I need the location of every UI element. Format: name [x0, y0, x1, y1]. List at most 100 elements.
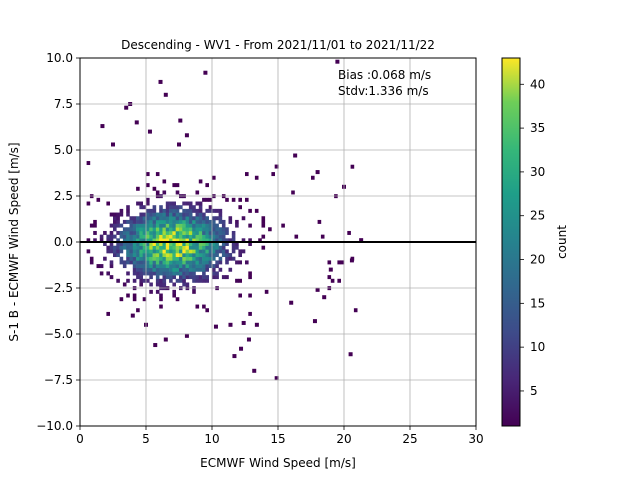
heatmap-bin — [261, 216, 266, 221]
heatmap-bin — [93, 230, 97, 235]
heatmap-bin — [116, 278, 120, 283]
heatmap-bin — [192, 216, 196, 221]
outlier-point — [328, 267, 333, 272]
heatmap-bin — [188, 216, 193, 221]
heatmap-bin — [175, 208, 180, 213]
heatmap-bin — [119, 245, 124, 250]
heatmap-bin — [165, 234, 170, 239]
heatmap-bin — [129, 245, 134, 250]
heatmap-bin — [212, 238, 216, 243]
heatmap-bin — [185, 267, 190, 272]
heatmap-bin — [172, 245, 176, 250]
x-tick-label: 15 — [270, 432, 285, 446]
heatmap-bin — [162, 219, 167, 224]
heatmap-bin — [149, 256, 153, 261]
heatmap-bin — [146, 230, 150, 235]
heatmap-bin — [169, 253, 173, 258]
heatmap-bin — [205, 260, 209, 265]
heatmap-bin — [185, 275, 190, 280]
heatmap-bin — [202, 230, 206, 235]
heatmap-bin — [248, 208, 252, 213]
heatmap-bin — [182, 278, 186, 283]
x-axis-ticks: 0 5 10 15 20 25 30 — [76, 426, 484, 446]
heatmap-bin — [136, 238, 140, 243]
heatmap-bin — [202, 245, 206, 250]
heatmap-bin — [169, 242, 173, 246]
heatmap-bin — [185, 223, 190, 228]
heatmap-bin — [231, 197, 236, 202]
heatmap-bin — [159, 260, 163, 265]
heatmap-bin — [89, 223, 94, 228]
heatmap-bin — [198, 201, 203, 206]
heatmap-bin — [165, 267, 170, 272]
heatmap-bin — [221, 242, 226, 246]
heatmap-bin — [238, 293, 242, 298]
heatmap-bin — [169, 256, 173, 261]
heatmap-bin — [182, 253, 186, 258]
heatmap-bin — [245, 197, 249, 202]
heatmap-bin — [126, 278, 130, 283]
heatmap-bin — [254, 175, 259, 180]
heatmap-bin — [103, 256, 107, 261]
outlier-point — [274, 164, 279, 169]
heatmap-bin — [198, 227, 203, 232]
heatmap-bin — [159, 219, 163, 224]
heatmap-bin — [327, 260, 332, 265]
heatmap-bin — [208, 230, 213, 235]
heatmap-bin — [146, 242, 150, 246]
heatmap-bin — [139, 216, 143, 221]
heatmap-bin — [155, 223, 160, 228]
heatmap-bin — [126, 245, 130, 250]
heatmap-bin — [165, 245, 170, 250]
heatmap-bin — [205, 245, 209, 250]
heatmap-bin — [208, 245, 213, 250]
outlier-point — [246, 337, 251, 342]
heatmap-bin — [139, 275, 143, 280]
outlier-point — [335, 59, 340, 64]
heatmap-bin — [139, 260, 143, 265]
heatmap-bin — [195, 264, 200, 269]
heatmap-bin — [146, 256, 150, 261]
heatmap-bin — [146, 219, 150, 224]
heatmap-bin — [159, 267, 163, 272]
heatmap-bin — [146, 208, 150, 213]
heatmap-bin — [119, 249, 124, 254]
heatmap-bin — [208, 253, 213, 258]
heatmap-bin — [238, 278, 242, 283]
heatmap-bin — [235, 219, 239, 224]
heatmap-bin — [188, 238, 193, 243]
heatmap-bin — [202, 242, 206, 246]
heatmap-bin — [146, 201, 150, 206]
heatmap-bin — [159, 304, 163, 309]
heatmap-bin — [152, 260, 157, 265]
heatmap-bin — [155, 230, 160, 235]
heatmap-bin — [129, 234, 134, 239]
outlier-point — [184, 333, 189, 338]
heatmap-bin — [139, 256, 143, 261]
heatmap-bin — [159, 205, 163, 210]
heatmap-bin — [208, 205, 213, 210]
heatmap-bin — [96, 197, 101, 202]
heatmap-bin — [182, 282, 186, 287]
heatmap-bin — [182, 212, 186, 217]
heatmap-bin — [99, 264, 104, 269]
heatmap-bin — [192, 208, 196, 213]
heatmap-bin — [159, 212, 163, 217]
heatmap-bin — [185, 260, 190, 265]
heatmap-bin — [175, 267, 180, 272]
heatmap-bin — [172, 253, 176, 258]
heatmap-bin — [192, 242, 196, 246]
heatmap-bin — [195, 223, 200, 228]
heatmap-bin — [142, 234, 147, 239]
heatmap-bin — [142, 230, 147, 235]
heatmap-bin — [136, 256, 140, 261]
heatmap-bin — [155, 219, 160, 224]
heatmap-bin — [195, 208, 200, 213]
heatmap-bin — [155, 249, 160, 254]
heatmap-bin — [205, 242, 209, 246]
heatmap-bin — [99, 234, 104, 239]
heatmap-bin — [155, 278, 160, 283]
heatmap-bin — [159, 271, 163, 276]
heatmap-bin — [132, 242, 137, 246]
heatmap-bin — [165, 212, 170, 217]
